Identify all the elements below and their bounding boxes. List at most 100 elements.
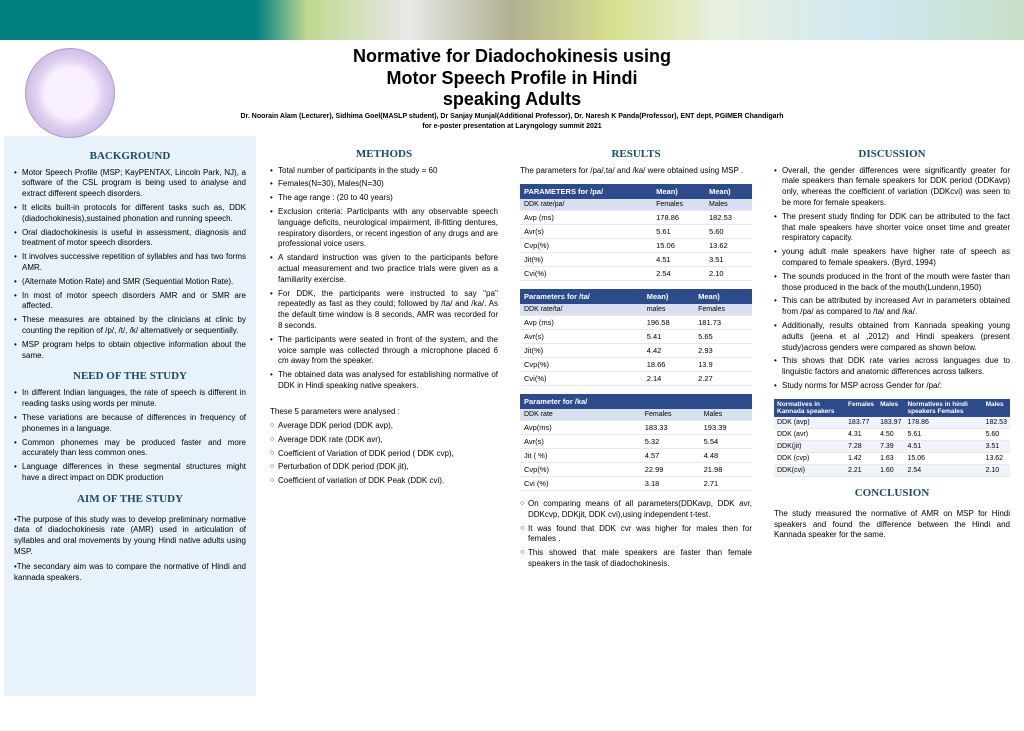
td: Males (700, 409, 752, 421)
findings-list: On comparing means of all parameters(DDK… (520, 499, 752, 573)
td: Avr(s) (520, 434, 641, 448)
td: 7.28 (845, 440, 877, 452)
th (641, 394, 700, 409)
list-item: Average DDK rate (DDK avr), (270, 435, 498, 446)
list-item: Common phonemes may be produced faster a… (14, 438, 246, 460)
td: 2.27 (694, 371, 752, 385)
td: Avr(s) (520, 224, 652, 238)
list-item: The present study finding for DDK can be… (774, 212, 1010, 244)
td: DDK(jit) (774, 440, 845, 452)
list-item: Motor Speech Profile (MSP; KayPENTAX, Li… (14, 168, 246, 200)
td: 2.93 (694, 343, 752, 357)
td: 1.63 (877, 452, 904, 464)
td: 2.54 (652, 266, 705, 280)
content-columns: BACKGROUND Motor Speech Profile (MSP; Ka… (0, 136, 1024, 696)
list-item: Total number of participants in the stud… (270, 166, 498, 177)
td: 183.97 (877, 417, 904, 429)
td: 5.54 (700, 434, 752, 448)
list-item: A standard instruction was given to the … (270, 253, 498, 285)
td: 4.51 (652, 252, 705, 266)
td: 5.41 (643, 329, 694, 343)
results-intro: The parameters for /pa/,ta/ and /ka/ wer… (520, 166, 752, 176)
td: 7.39 (877, 440, 904, 452)
th: Parameters for /ta/ (520, 289, 643, 304)
td: Cvp(%) (520, 357, 643, 371)
list-item: The sounds produced in the front of the … (774, 272, 1010, 294)
list-item: This shows that DDK rate varies across l… (774, 356, 1010, 378)
aim-text-1: •The purpose of this study was to develo… (14, 515, 246, 558)
td: 1.60 (877, 464, 904, 476)
authors-line-2: for e-poster presentation at Laryngology… (0, 123, 1024, 131)
td: DDK (cvp) (774, 452, 845, 464)
column-results: RESULTS The parameters for /pa/,ta/ and … (512, 136, 760, 696)
list-item: young adult male speakers have higher ra… (774, 247, 1010, 269)
list-item: These variations are because of differen… (14, 413, 246, 435)
td: 5.65 (694, 329, 752, 343)
td: 18.66 (643, 357, 694, 371)
list-item: Exclusion criteria: Participants with an… (270, 207, 498, 250)
methods-list: Total number of participants in the stud… (270, 166, 498, 395)
td: Females (652, 199, 705, 211)
table-ta: Parameters for /ta/Mean)Mean) DDK rate/t… (520, 289, 752, 386)
td: Males (705, 199, 752, 211)
title-line-2: Motor Speech Profile in Hindi (0, 68, 1024, 90)
list-item: This showed that male speakers are faste… (520, 548, 752, 570)
td: 13.62 (705, 238, 752, 252)
institute-logo (25, 48, 115, 138)
td: 2.54 (904, 464, 982, 476)
td: DDK(cvi) (774, 464, 845, 476)
td: 2.14 (643, 371, 694, 385)
td: 3.51 (705, 252, 752, 266)
list-item: The participants were seated in front of… (270, 335, 498, 367)
list-item: Females(N=30), Males(N=30) (270, 179, 498, 190)
td: 2.10 (983, 464, 1010, 476)
td: 4.51 (904, 440, 982, 452)
list-item: These measures are obtained by the clini… (14, 315, 246, 337)
th: Mean) (705, 184, 752, 199)
td: 3.18 (641, 476, 700, 490)
th: Males (877, 399, 904, 417)
th: Normatives in Kannada speakers (774, 399, 845, 417)
td: Cvi (%) (520, 476, 641, 490)
params-list: Average DDK period (DDK avp), Average DD… (270, 421, 498, 490)
td: 15.06 (904, 452, 982, 464)
list-item: It was found that DDK cvr was higher for… (520, 524, 752, 546)
list-item: Coefficient of variation of DDK Peak (DD… (270, 476, 498, 487)
column-background: BACKGROUND Motor Speech Profile (MSP; Ka… (4, 136, 256, 696)
td: 5.32 (641, 434, 700, 448)
td: 4.31 (845, 428, 877, 440)
comparison-table: Normatives in Kannada speakers Females M… (774, 399, 1010, 477)
td: Jit ( %) (520, 448, 641, 462)
list-item: This can be attributed by increased Avr … (774, 296, 1010, 318)
td: Avp (ms) (520, 315, 643, 329)
td: Females (694, 304, 752, 316)
td: 4.50 (877, 428, 904, 440)
td: 1.42 (845, 452, 877, 464)
list-item: Perturbation of DDK period (DDK jit), (270, 462, 498, 473)
td: 2.10 (705, 266, 752, 280)
td: DDK rate/ta/ (520, 304, 643, 316)
td: Avr(s) (520, 329, 643, 343)
td: Avp(ms) (520, 420, 641, 434)
th: Parameter for /ka/ (520, 394, 641, 409)
list-item: The obtained data was analysed for estab… (270, 370, 498, 392)
td: Females (641, 409, 700, 421)
td: 13.62 (983, 452, 1010, 464)
th: Females (845, 399, 877, 417)
column-discussion: DISCUSSION Overall, the gender differenc… (764, 136, 1020, 696)
discussion-list: Overall, the gender differences were sig… (774, 166, 1010, 395)
conclusion-heading: CONCLUSION (774, 487, 1010, 499)
td: 4.42 (643, 343, 694, 357)
discussion-heading: DISCUSSION (774, 148, 1010, 160)
td: Jit(%) (520, 252, 652, 266)
title-line-3: speaking Adults (0, 89, 1024, 111)
td: males (643, 304, 694, 316)
td: DDK (avr) (774, 428, 845, 440)
column-methods: METHODS Total number of participants in … (260, 136, 508, 696)
td: 2.21 (845, 464, 877, 476)
background-heading: BACKGROUND (14, 150, 246, 162)
th (700, 394, 752, 409)
td: 181.73 (694, 315, 752, 329)
td: 21.98 (700, 462, 752, 476)
td: 5.61 (652, 224, 705, 238)
